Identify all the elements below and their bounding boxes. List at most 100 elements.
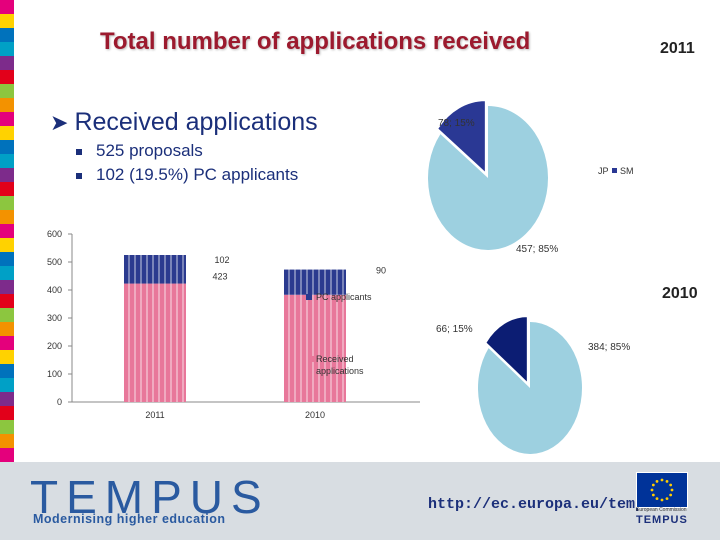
legend-label-line: Received xyxy=(316,354,354,364)
stripe-block xyxy=(0,28,14,42)
eu-star xyxy=(655,479,659,483)
pie-label-large: 384; 85% xyxy=(588,342,630,353)
eu-star xyxy=(651,493,655,497)
eu-stars-icon xyxy=(650,478,674,502)
eu-star xyxy=(660,478,664,482)
x-tick-label: 2010 xyxy=(305,410,325,420)
square-bullet-icon xyxy=(76,172,82,179)
legend-label-pc: PC applicants xyxy=(316,292,372,302)
stripe-block xyxy=(0,336,14,350)
data-label-pc-2010: 90 xyxy=(376,266,386,276)
year-label-2010: 2010 xyxy=(662,285,698,302)
stripe-block xyxy=(0,406,14,420)
pie-chart-2010: 66; 15% 384; 85% xyxy=(436,316,630,454)
eu-star xyxy=(665,479,669,483)
footer-band xyxy=(0,462,720,540)
pie-slice-small xyxy=(485,316,528,384)
stripe-block xyxy=(0,392,14,406)
year-label-2011: 2011 xyxy=(660,40,695,57)
eu-star xyxy=(665,497,669,501)
stripe-block xyxy=(0,196,14,210)
pie-label-large: 457; 85% xyxy=(516,244,558,255)
stripe-block xyxy=(0,308,14,322)
eu-star xyxy=(655,497,659,501)
pie-chart-2011: 78; 15% 457; 85% JP SM xyxy=(428,100,634,255)
bullet-proposals: 525 proposals xyxy=(76,141,203,161)
stripe-block xyxy=(0,126,14,140)
y-tick-label: 400 xyxy=(47,285,62,295)
bar-chart: 0 100 200 300 400 500 600 2011 2010 102 423 90 PC ap… xyxy=(47,229,420,420)
stripe-block xyxy=(0,252,14,266)
legend-label-received: Received applications xyxy=(316,354,364,376)
eu-flag-icon xyxy=(636,472,688,508)
stripe-block xyxy=(0,266,14,280)
stripe-block xyxy=(0,0,14,14)
stripe-block xyxy=(0,322,14,336)
bar-pc-applicants xyxy=(124,255,186,284)
stripe-block xyxy=(0,84,14,98)
tempus-tagline: Modernising higher education xyxy=(33,512,226,526)
stripe-block xyxy=(0,364,14,378)
stripe-block xyxy=(0,448,14,462)
section-heading-text: Received applications xyxy=(74,108,318,136)
data-label-pc-2011: 102 xyxy=(214,255,229,265)
legend-label-jp: JP xyxy=(598,166,609,176)
legend-label-sm: SM xyxy=(620,166,634,176)
legend-label-line: applications xyxy=(316,366,364,376)
stripe-block xyxy=(0,154,14,168)
y-tick-label: 300 xyxy=(47,313,62,323)
stripe-block xyxy=(0,168,14,182)
stripe-block xyxy=(0,182,14,196)
stripe-block xyxy=(0,56,14,70)
eu-star xyxy=(670,488,674,492)
stripe-block xyxy=(0,350,14,364)
pie-label-small: 78; 15% xyxy=(438,118,475,129)
bar-pc-applicants xyxy=(284,269,346,295)
bar-received-applications xyxy=(124,283,186,402)
legend-swatch-sm xyxy=(612,168,617,173)
tempus-logo: TEMPUS xyxy=(30,471,270,523)
stripe-block xyxy=(0,14,14,28)
stripe-block xyxy=(0,280,14,294)
decorative-stripe xyxy=(0,0,14,462)
slide-title: Total number of applications received xyxy=(100,28,531,55)
pie-label-small: 66; 15% xyxy=(436,324,473,335)
stripe-block xyxy=(0,210,14,224)
eu-star xyxy=(669,493,673,497)
pie-slice-small xyxy=(437,100,486,174)
bullet-text: 525 proposals xyxy=(96,141,203,160)
bar-received-applications xyxy=(284,294,346,402)
data-label-received-2011: 423 xyxy=(212,272,227,282)
y-tick-label: 0 xyxy=(57,397,62,407)
eu-caption: European Commission xyxy=(636,507,687,513)
bullet-pc-applicants: 102 (19.5%) PC applicants xyxy=(76,165,298,185)
stripe-block xyxy=(0,98,14,112)
legend-swatch-received xyxy=(308,356,314,362)
eu-star xyxy=(651,483,655,487)
y-tick-label: 100 xyxy=(47,369,62,379)
pie-slice-large xyxy=(428,106,548,250)
x-tick-label: 2011 xyxy=(145,410,164,420)
arrow-bullet-icon: ➤ xyxy=(50,110,69,135)
stripe-block xyxy=(0,420,14,434)
stripe-block xyxy=(0,42,14,56)
stripe-block xyxy=(0,224,14,238)
pie-slice-large xyxy=(478,322,582,454)
stripe-block xyxy=(0,378,14,392)
stripe-block xyxy=(0,238,14,252)
footer-url-link[interactable]: http://ec.europa.eu/tempus xyxy=(428,496,663,513)
section-heading: ➤ Received applications xyxy=(50,108,318,137)
eu-star xyxy=(650,488,654,492)
y-tick-label: 600 xyxy=(47,229,62,239)
eu-star xyxy=(669,483,673,487)
stripe-block xyxy=(0,70,14,84)
stripe-block xyxy=(0,140,14,154)
stripe-block xyxy=(0,112,14,126)
stripe-block xyxy=(0,434,14,448)
bullet-text: 102 (19.5%) PC applicants xyxy=(96,165,299,184)
y-tick-label: 200 xyxy=(47,341,62,351)
stripe-block xyxy=(0,294,14,308)
y-tick-label: 500 xyxy=(47,257,62,267)
eu-star xyxy=(660,498,664,502)
legend-swatch-pc xyxy=(306,294,312,300)
